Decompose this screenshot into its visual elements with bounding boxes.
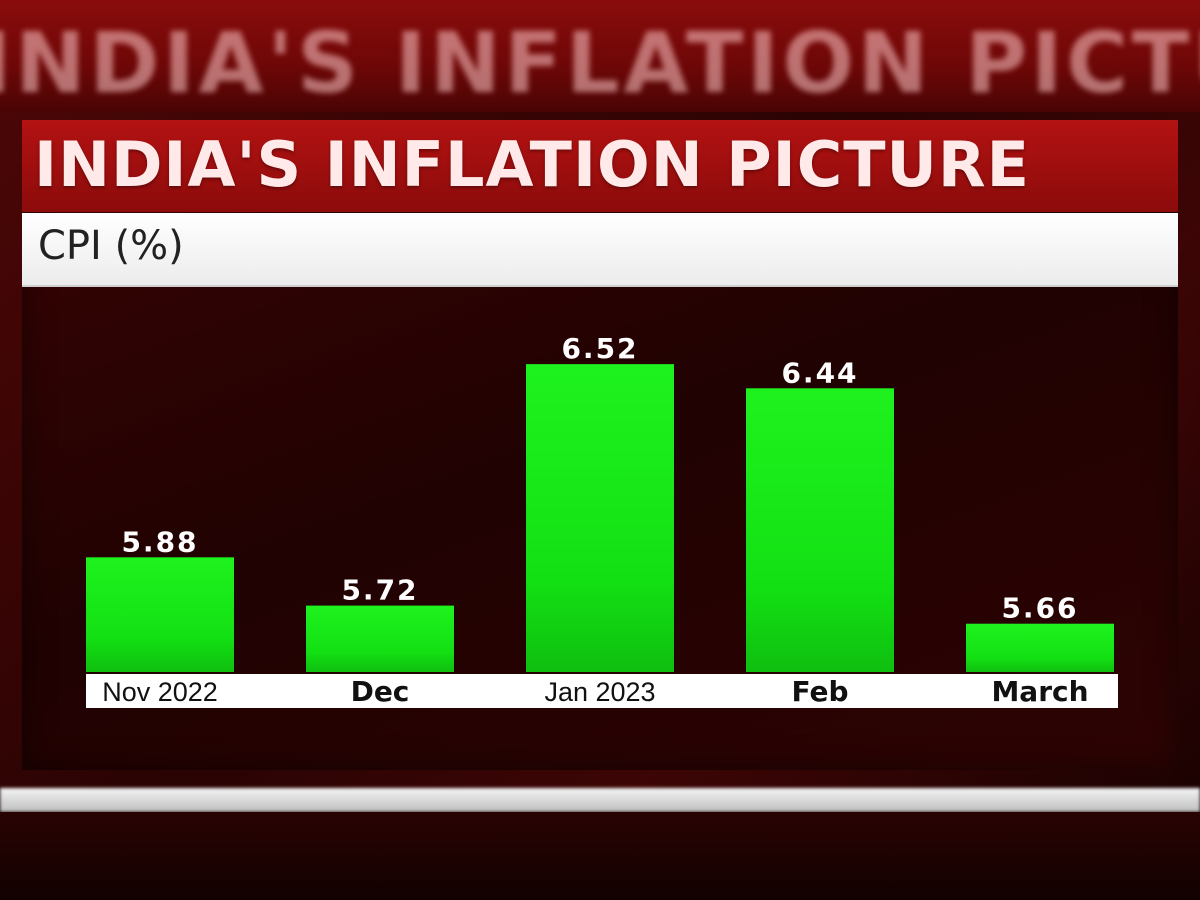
value-label-0: 5.88 <box>121 525 198 558</box>
chart-subtitle: CPI (%) <box>38 223 184 269</box>
subtitle-bar: CPI (%) <box>22 213 1178 287</box>
bar-0 <box>86 557 234 672</box>
category-label-2: Jan 2023 <box>544 677 655 707</box>
value-label-4: 5.66 <box>1001 592 1078 625</box>
category-label-0: Nov 2022 <box>102 677 218 707</box>
category-label-1: Dec <box>351 675 410 708</box>
bottom-strip <box>0 788 1200 812</box>
bar-3 <box>746 388 894 672</box>
category-label-strip <box>86 674 1118 708</box>
bottom-area <box>0 812 1200 900</box>
title-bar: INDIA'S INFLATION PICTURE <box>22 120 1178 212</box>
bar-1 <box>306 605 454 672</box>
bar-2 <box>526 364 674 672</box>
category-label-4: March <box>991 675 1088 708</box>
value-label-1: 5.72 <box>341 574 418 607</box>
chart-title: INDIA'S INFLATION PICTURE <box>34 128 1030 201</box>
blurred-banner-title: INDIA'S INFLATION PICTURE <box>0 14 1200 112</box>
bar-4 <box>966 623 1114 672</box>
value-label-3: 6.44 <box>781 356 858 389</box>
category-label-3: Feb <box>791 675 848 708</box>
value-label-2: 6.52 <box>561 332 638 365</box>
background-banner: INDIA'S INFLATION PICTURE <box>0 0 1200 112</box>
